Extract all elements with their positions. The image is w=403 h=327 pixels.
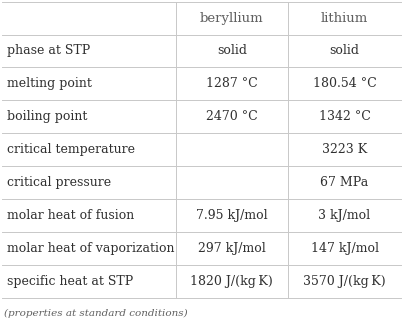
Text: 67 MPa: 67 MPa xyxy=(320,176,369,189)
Text: 3 kJ/mol: 3 kJ/mol xyxy=(318,209,371,222)
Text: 1820 J/(kg K): 1820 J/(kg K) xyxy=(191,275,273,288)
Text: 180.54 °C: 180.54 °C xyxy=(313,77,376,90)
Text: critical pressure: critical pressure xyxy=(7,176,111,189)
Text: solid: solid xyxy=(330,44,359,58)
Text: 3223 K: 3223 K xyxy=(322,143,367,156)
Text: lithium: lithium xyxy=(321,11,368,25)
Text: solid: solid xyxy=(217,44,247,58)
Text: 7.95 kJ/mol: 7.95 kJ/mol xyxy=(196,209,268,222)
Text: specific heat at STP: specific heat at STP xyxy=(7,275,133,288)
Text: 147 kJ/mol: 147 kJ/mol xyxy=(311,242,378,255)
Text: boiling point: boiling point xyxy=(7,110,87,123)
Text: 2470 °C: 2470 °C xyxy=(206,110,258,123)
Text: 1287 °C: 1287 °C xyxy=(206,77,258,90)
Text: molar heat of fusion: molar heat of fusion xyxy=(7,209,134,222)
Text: 1342 °C: 1342 °C xyxy=(319,110,370,123)
Text: 297 kJ/mol: 297 kJ/mol xyxy=(198,242,266,255)
Text: (properties at standard conditions): (properties at standard conditions) xyxy=(4,309,188,318)
Text: 3570 J/(kg K): 3570 J/(kg K) xyxy=(303,275,386,288)
Text: phase at STP: phase at STP xyxy=(7,44,90,58)
Text: beryllium: beryllium xyxy=(200,11,264,25)
Text: molar heat of vaporization: molar heat of vaporization xyxy=(7,242,174,255)
Text: melting point: melting point xyxy=(7,77,92,90)
Text: critical temperature: critical temperature xyxy=(7,143,135,156)
